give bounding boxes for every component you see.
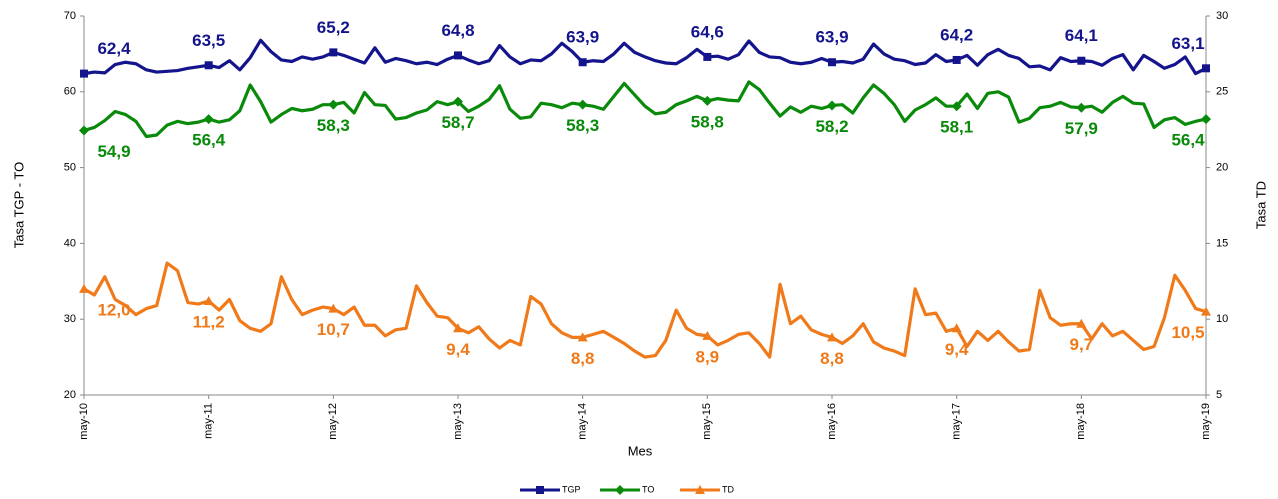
marker [1202, 64, 1210, 73]
legend-label: TO [642, 484, 654, 494]
value-label: 64,6 [691, 22, 724, 41]
value-label: 56,4 [192, 131, 226, 150]
marker [80, 69, 88, 78]
x-tick-label: may-12 [327, 403, 339, 440]
marker [951, 323, 962, 333]
marker [952, 55, 961, 64]
marker [577, 332, 588, 342]
x-tick-label: may-11 [203, 403, 215, 439]
x-tick-label: may-15 [701, 403, 713, 440]
marker [328, 303, 339, 313]
marker [1201, 306, 1211, 316]
marker [703, 52, 712, 61]
x-tick-label: may-10 [78, 403, 90, 440]
value-label: 58,7 [441, 113, 474, 132]
value-label: 10,5 [1171, 323, 1204, 342]
x-axis-title: Mes [628, 443, 653, 458]
x-tick-label: may-14 [577, 403, 589, 440]
y2-tick-label: 5 [1216, 389, 1222, 401]
series-line [83, 80, 1207, 139]
marker [453, 96, 463, 107]
marker [204, 61, 213, 70]
value-label: 8,8 [820, 349, 844, 368]
value-label: 58,1 [940, 118, 973, 137]
y-tick-label: 70 [64, 10, 76, 22]
marker [1201, 114, 1211, 125]
y-tick-label: 30 [64, 313, 76, 325]
value-label: 63,9 [815, 28, 848, 47]
value-label: 64,2 [940, 25, 973, 44]
x-tick-label: may-13 [452, 403, 464, 440]
marker [615, 485, 625, 495]
value-label: 63,9 [566, 28, 599, 47]
marker [536, 486, 544, 494]
marker [1076, 318, 1087, 328]
marker [827, 332, 837, 342]
x-tick-label: may-17 [951, 403, 963, 440]
y2-tick-label: 15 [1216, 237, 1228, 249]
value-label: 54,9 [97, 142, 130, 161]
legend-label: TD [722, 484, 734, 494]
y-tick-label: 60 [64, 86, 76, 98]
x-tick-label: may-16 [826, 403, 838, 440]
marker [79, 283, 89, 293]
y-tick-label: 50 [64, 162, 76, 174]
marker [328, 99, 339, 110]
x-tick-label: may-18 [1075, 403, 1087, 440]
marker [329, 48, 338, 57]
marker [695, 485, 705, 494]
value-label: 10,7 [317, 320, 350, 339]
y2-tick-label: 10 [1216, 313, 1228, 325]
value-label: 12,0 [97, 300, 130, 319]
marker [453, 323, 463, 333]
value-label: 58,8 [691, 112, 724, 131]
value-label: 9,4 [945, 340, 969, 359]
value-label: 9,7 [1070, 335, 1094, 354]
value-label: 8,8 [571, 349, 595, 368]
value-label: 57,9 [1065, 119, 1098, 138]
marker [828, 58, 836, 67]
y2-tick-label: 25 [1216, 86, 1228, 98]
marker [1077, 56, 1086, 65]
marker [203, 114, 214, 125]
marker [951, 101, 962, 112]
value-label: 11,2 [193, 312, 225, 331]
y2-axis-title: Tasa TD [1253, 181, 1268, 229]
value-label: 58,3 [566, 116, 599, 135]
value-label: 58,3 [317, 116, 350, 135]
y-tick-label: 40 [64, 237, 76, 249]
marker [1076, 102, 1087, 113]
series-line [83, 261, 1207, 359]
value-label: 8,9 [696, 347, 720, 366]
marker [578, 58, 587, 67]
marker [702, 330, 713, 340]
value-label: 56,4 [1171, 131, 1205, 150]
value-label: 63,1 [1171, 34, 1204, 53]
legend: TGP TO TD [520, 484, 734, 495]
series-line [83, 38, 1207, 76]
value-label: 62,4 [97, 39, 131, 58]
marker [827, 100, 837, 111]
marker [702, 95, 713, 106]
marker [454, 51, 462, 60]
marker [203, 296, 214, 306]
legend-label: TGP [562, 484, 581, 494]
marker [79, 125, 89, 136]
y-axis-title: Tasa TGP - TO [11, 162, 26, 248]
value-label: 9,4 [446, 340, 470, 359]
y-tick-label: 20 [64, 389, 76, 401]
value-label: 64,8 [441, 21, 474, 40]
marker [577, 99, 588, 110]
value-label: 65,2 [317, 18, 350, 37]
x-tick-label: may-19 [1200, 403, 1212, 440]
y2-tick-label: 20 [1216, 162, 1228, 174]
value-label: 63,5 [192, 31, 225, 50]
value-label: 64,1 [1065, 26, 1098, 45]
value-label: 58,2 [815, 117, 848, 136]
y2-tick-label: 30 [1216, 10, 1228, 22]
